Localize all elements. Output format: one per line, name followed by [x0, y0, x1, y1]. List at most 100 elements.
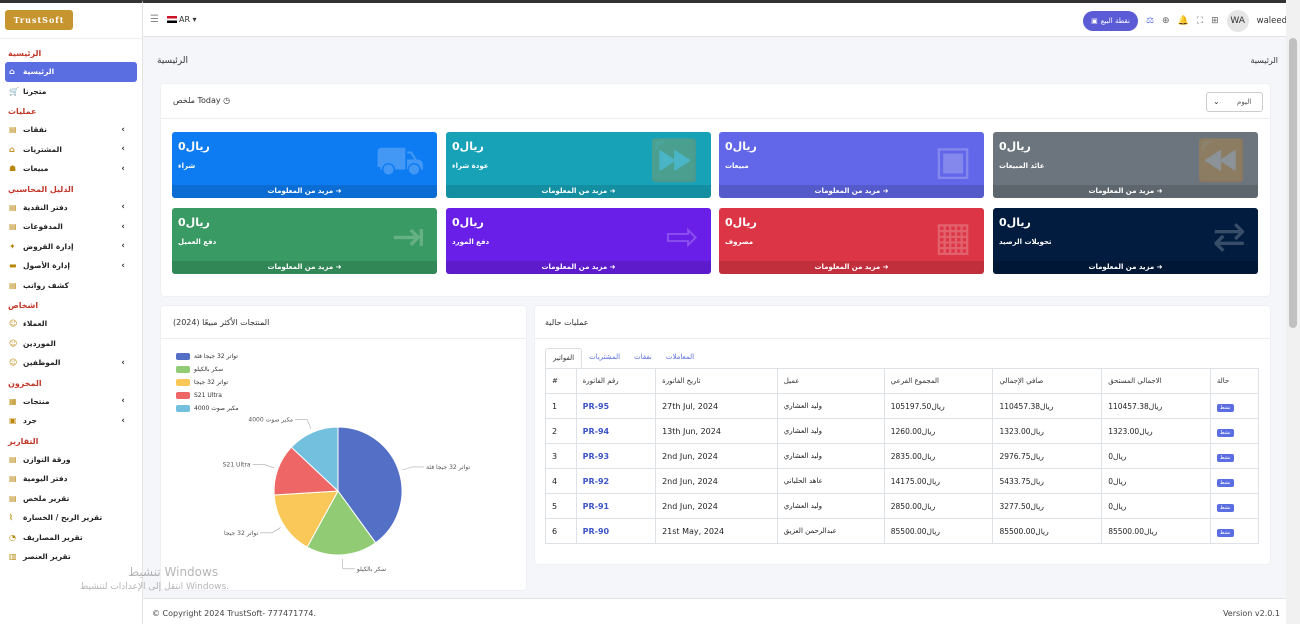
fullscreen-icon[interactable]: ⛶	[1196, 16, 1204, 26]
nav-section-heading: اشخاص	[8, 301, 39, 310]
table-cell: 6	[545, 518, 577, 544]
invoice-link[interactable]: PR-93	[575, 443, 657, 469]
truck-icon: ⛟	[374, 138, 425, 184]
table-cell: 2nd Jun, 2024	[655, 468, 778, 494]
period-select[interactable]: ⌄ اليوم	[1206, 92, 1263, 112]
user-menu[interactable]: waleed ▾	[1256, 16, 1294, 26]
menu-toggle-icon[interactable]: ☰	[150, 14, 159, 25]
legend-item[interactable]: S21 Ultra	[176, 389, 239, 402]
add-circle-icon[interactable]: ⊕	[1162, 16, 1170, 26]
invoice-link[interactable]: PR-92	[575, 468, 657, 494]
report-icon: ▤	[9, 454, 17, 464]
sidebar-item[interactable]: ☺ العملاء	[5, 314, 137, 334]
more-info-link[interactable]: مزيد من المعلومات ➜	[993, 261, 1258, 274]
table-row[interactable]: 5 PR-91 2nd Jun, 2024 وليد العشاري ريال2850.…	[545, 493, 1260, 519]
balance-icon[interactable]: ⚖	[1145, 16, 1155, 26]
invoice-link[interactable]: PR-94	[575, 418, 657, 444]
sidebar-item[interactable]: ☗ مبيعات ‹	[5, 159, 137, 179]
sidebar-item[interactable]: ▤ نفقات ‹	[5, 120, 137, 140]
sidebar-item[interactable]: ⌂ الرئيسية	[5, 62, 137, 82]
sidebar-item[interactable]: ☺ الموظفين ‹	[5, 353, 137, 373]
sidebar-item[interactable]: ▤ المدفوعات ‹	[5, 217, 137, 237]
tab-1[interactable]: الفواتير	[545, 348, 583, 368]
table-row[interactable]: 3 PR-93 2nd Jun, 2024 وليد العشاري ريال2835.…	[545, 443, 1260, 469]
sidebar-item[interactable]: 🛒 متجرنا	[5, 82, 137, 102]
summary-tile[interactable]: ريال0 مصروف ▦ مزيد من المعلومات ➜	[719, 208, 984, 274]
sidebar-item[interactable]: ▥ تقرير العنصر	[5, 547, 137, 567]
legend-item[interactable]: تواتر 32 جيجا فئة	[176, 350, 239, 363]
pie-slice[interactable]	[290, 426, 339, 493]
pie-slice[interactable]	[337, 426, 403, 544]
pl-report-icon: ⌇	[9, 513, 13, 523]
chevron-left-icon: ‹	[121, 415, 125, 426]
topbar: ☰ AR ▾ ▣ نقطة البيع ⚖ ⊕ 🔔 ⛶ ⊞ WA waleed ▾	[143, 0, 1300, 37]
summary-tile[interactable]: ريال0 دفع العميل ⇥ مزيد من المعلومات ➜	[172, 208, 437, 274]
sidebar-item-label: الموردين	[23, 338, 56, 348]
pie-slice-label: مكبر صوت 4000	[248, 416, 293, 423]
sidebar-item[interactable]: ✦ إدارة القروض ‹	[5, 237, 137, 257]
employees-icon: ☺	[9, 358, 18, 368]
legend-item[interactable]: مكبر صوت 4000	[176, 402, 239, 415]
invoice-link[interactable]: PR-91	[575, 493, 657, 519]
sidebar-item[interactable]: ▤ كشف رواتب	[5, 276, 137, 296]
sidebar-item[interactable]: ▤ دفتر اليومية	[5, 469, 137, 489]
summary-tile[interactable]: ريال0 عودة شراء ⏩ مزيد من المعلومات ➜	[446, 132, 711, 198]
language-selector[interactable]: AR ▾	[178, 15, 197, 24]
more-info-link[interactable]: مزيد من المعلومات ➜	[446, 261, 711, 274]
more-info-link[interactable]: مزيد من المعلومات ➜	[719, 185, 984, 198]
page-scrollbar[interactable]	[1286, 0, 1300, 624]
sidebar-item[interactable]: ⌇ تقرير الربح / الخسارة	[5, 508, 137, 528]
summary-tile[interactable]: ريال0 شراء ⛟ مزيد من المعلومات ➜	[172, 132, 437, 198]
tab-4[interactable]: المعاملات	[665, 353, 695, 361]
invoice-link[interactable]: PR-95	[575, 393, 657, 419]
summary-tile[interactable]: ريال0 مبيعات ▣ مزيد من المعلومات ➜	[719, 132, 984, 198]
table-row[interactable]: 1 PR-95 27th Jul, 2024 وليد العشاري ريال1051…	[545, 393, 1260, 419]
pie-slice[interactable]	[273, 490, 339, 548]
table-row[interactable]: 2 PR-94 13th Jun, 2024 وليد العشاري ريال1260…	[545, 418, 1260, 444]
column-header: تاريخ الفاتورة	[655, 368, 778, 394]
more-info-link[interactable]: مزيد من المعلومات ➜	[446, 185, 711, 198]
chevron-left-icon: ‹	[121, 163, 125, 174]
sidebar-item[interactable]: ▤ دفتر النقدية ‹	[5, 198, 137, 218]
sidebar-item[interactable]: ◔ تقرير المصاريف	[5, 528, 137, 548]
summary-tile[interactable]: ريال0 عائد المبيعات ⏪ مزيد من المعلومات ➜	[993, 132, 1258, 198]
table-row[interactable]: 6 PR-90 21st May, 2024 عبدالرحمن العزيق ريال…	[545, 518, 1260, 544]
sidebar-item-label: الرئيسية	[23, 67, 55, 77]
sidebar-item-label: المدفوعات	[23, 222, 63, 232]
summary-tile[interactable]: ريال0 دفع المورد ⇨ مزيد من المعلومات ➜	[446, 208, 711, 274]
legend-label: مكبر صوت 4000	[194, 405, 239, 412]
table-cell: ريال85500.00	[992, 518, 1103, 544]
sidebar-item[interactable]: ▦ منتجات ‹	[5, 392, 137, 412]
tab-3[interactable]: نفقات	[634, 353, 652, 361]
logo[interactable]: TrustSoft	[0, 3, 142, 39]
scrollbar-thumb[interactable]	[1289, 38, 1297, 328]
legend-label: تواتر 32 جيجا	[194, 379, 229, 386]
sidebar-item[interactable]: ▣ جرد ‹	[5, 411, 137, 431]
apps-grid-icon[interactable]: ⊞	[1211, 16, 1219, 26]
summary-tile[interactable]: ريال0 تحويلات الرصيد ⇄ مزيد من المعلومات ➜	[993, 208, 1258, 274]
sidebar-item[interactable]: ▤ تقرير ملخص	[5, 489, 137, 509]
chart-legend: تواتر 32 جيجا فئة سكر بالكيلو تواتر 32 جيج…	[176, 350, 239, 415]
products-icon: ▦	[9, 396, 17, 406]
legend-item[interactable]: سكر بالكيلو	[176, 363, 239, 376]
sidebar-item[interactable]: ⌂ المشتريات ‹	[5, 140, 137, 160]
breadcrumb[interactable]: الرئيسية	[1250, 56, 1278, 65]
tab-2[interactable]: المشتريات	[589, 353, 621, 361]
more-info-link[interactable]: مزيد من المعلومات ➜	[993, 185, 1258, 198]
sidebar-item[interactable]: ☺ الموردين	[5, 334, 137, 354]
legend-item[interactable]: تواتر 32 جيجا	[176, 376, 239, 389]
more-info-link[interactable]: مزيد من المعلومات ➜	[172, 261, 437, 274]
more-info-link[interactable]: مزيد من المعلومات ➜	[172, 185, 437, 198]
table-cell: 21st May, 2024	[655, 518, 778, 544]
pos-button[interactable]: ▣ نقطة البيع	[1083, 11, 1138, 31]
bell-icon[interactable]: 🔔	[1177, 16, 1189, 26]
sidebar-item[interactable]: ▬ إدارة الأصول ‹	[5, 256, 137, 276]
sidebar-item[interactable]: ▤ ورقة التوازن	[5, 450, 137, 470]
sidebar-item-label: تقرير العنصر	[23, 552, 71, 562]
avatar[interactable]: WA	[1226, 10, 1249, 32]
more-info-link[interactable]: مزيد من المعلومات ➜	[719, 261, 984, 274]
invoice-link[interactable]: PR-90	[575, 518, 657, 544]
pie-slice[interactable]	[306, 490, 377, 556]
table-cell: ريال0	[1101, 493, 1211, 519]
table-row[interactable]: 4 PR-92 2nd Jun, 2024 عاهد الحلباني ريال1417…	[545, 468, 1260, 494]
